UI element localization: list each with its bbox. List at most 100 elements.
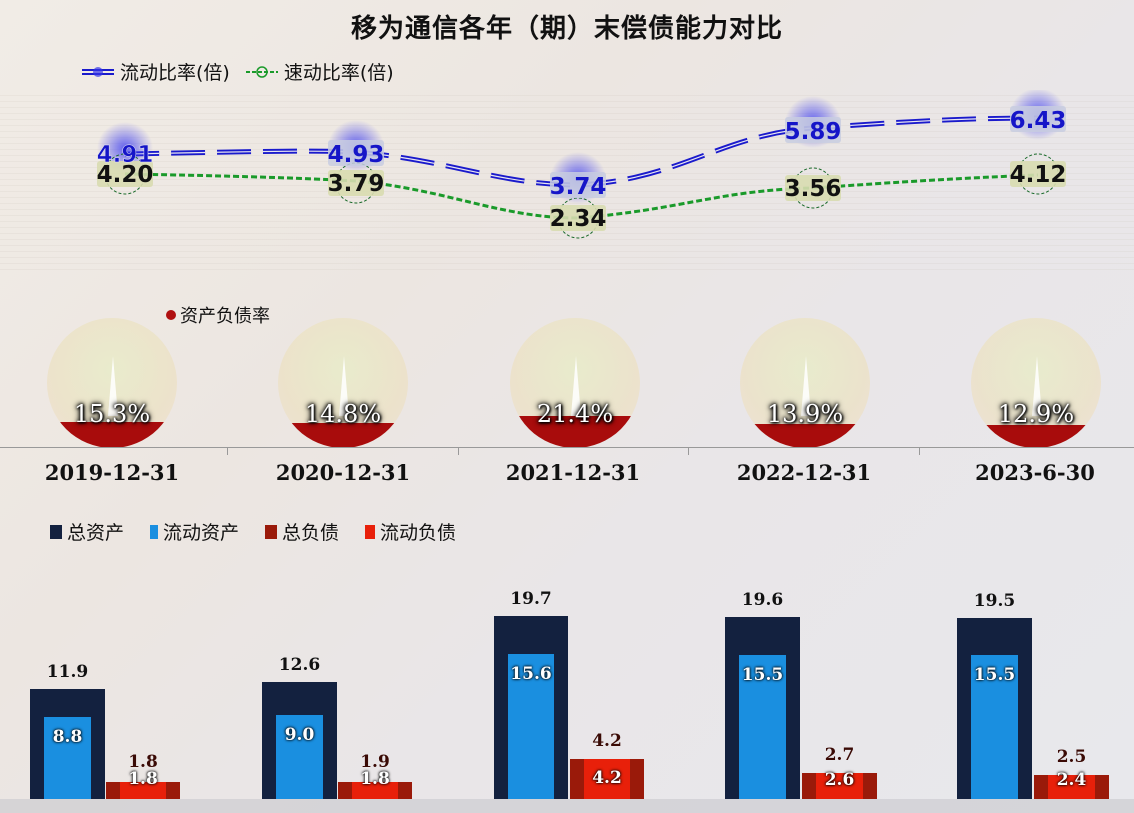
value-label: 19.6 (741, 590, 784, 610)
category-label: 2020-12-31 (275, 460, 411, 485)
legend-swatch-icon (265, 524, 278, 539)
legend-current-ratio[interactable]: 流动比率(倍) (80, 58, 230, 85)
pie-value: 12.9% (997, 400, 1075, 428)
legend-dot-icon (166, 310, 176, 320)
svg-text:6.43: 6.43 (1010, 108, 1067, 134)
value-label: 1.9 (360, 752, 390, 772)
axis-tick (458, 447, 459, 455)
legend-label: 速动比率(倍) (283, 62, 394, 84)
pie-value: 15.3% (73, 400, 151, 428)
pie-fill (971, 425, 1101, 448)
pie-2023h1: 12.9% (971, 318, 1101, 448)
bar-current-assets (44, 717, 91, 799)
value-label: 19.7 (510, 589, 552, 609)
pie-needle-icon (108, 356, 118, 416)
value-label: 2.4 (1056, 770, 1087, 790)
pie-fill (47, 422, 177, 448)
bar-current-assets (508, 654, 554, 799)
svg-text:3.74: 3.74 (550, 174, 607, 200)
value-label: 2.7 (824, 745, 855, 765)
category-label: 2022-12-31 (736, 460, 872, 485)
legend-swatch-icon (150, 524, 159, 539)
pie-needle-icon (571, 356, 581, 416)
pie-value: 13.9% (766, 400, 844, 428)
legend-label: 流动负债 (380, 522, 457, 544)
value-label: 1.8 (128, 752, 158, 772)
bar-current-assets (971, 655, 1018, 799)
legend-quick-ratio[interactable]: 速动比率(倍) (244, 58, 394, 85)
svg-text:3.79: 3.79 (328, 171, 385, 197)
pie-disc (510, 318, 640, 448)
value-label: 2.5 (1056, 747, 1087, 767)
axis-tick (919, 447, 920, 455)
legend-swatch-icon (50, 524, 62, 539)
legend-label: 资产负债率 (180, 306, 270, 327)
value-label: 4.2 (592, 731, 622, 751)
svg-text:4.12: 4.12 (1010, 162, 1067, 188)
pie-fill (278, 423, 408, 448)
pie-needle-icon (1032, 356, 1042, 416)
line-marker-green-icon (245, 65, 278, 78)
legend-current-liabilities[interactable]: 流动负债 (365, 518, 456, 545)
value-label: 9.0 (284, 725, 315, 745)
axis-tick (227, 447, 228, 455)
value-label: 12.6 (278, 655, 321, 675)
value-label: 2.6 (824, 770, 855, 790)
bar-current-liabilities (816, 773, 863, 799)
category-label: 2021-12-31 (505, 460, 641, 485)
legend-label: 总负债 (282, 522, 340, 544)
bar-current-liabilities (1048, 775, 1095, 799)
bar-current-liabilities (584, 759, 630, 799)
pie-value: 21.4% (536, 400, 614, 428)
pie-2022: 13.9% (740, 318, 870, 448)
svg-text:5.89: 5.89 (785, 119, 842, 145)
axis-tick (688, 447, 689, 455)
value-label: 19.5 (973, 591, 1016, 611)
legend-swatch-icon (365, 524, 376, 539)
pie-2021: 21.4% (510, 318, 640, 448)
legend-total-liabilities[interactable]: 总负债 (265, 518, 339, 545)
bar-current-liabilities (352, 782, 398, 799)
svg-text:4.20: 4.20 (97, 162, 154, 188)
bottom-band (0, 799, 1134, 813)
legend-label: 流动资产 (163, 522, 240, 544)
value-label: 1.8 (128, 769, 158, 789)
debt-ratio-legend[interactable]: 资产负债率 (166, 302, 270, 328)
category-label: 2023-6-30 (975, 460, 1095, 485)
value-label: 8.8 (52, 727, 83, 747)
category-label: 2019-12-31 (44, 460, 180, 485)
current-ratio-labels: 4.91 4.93 3.74 5.89 6.43 (96, 106, 1067, 200)
chart-title: 移为通信各年（期）末偿债能力对比 (350, 14, 783, 44)
legend-label: 流动比率(倍) (120, 62, 230, 84)
pie-fill (740, 424, 870, 448)
value-label: 4.2 (592, 768, 622, 788)
value-label: 15.5 (741, 665, 784, 685)
pie-2019: 15.3% (47, 318, 177, 448)
legend-total-assets[interactable]: 总资产 (50, 518, 124, 545)
bar-current-assets (276, 715, 323, 799)
pie-needle-icon (801, 356, 811, 416)
svg-text:4.91: 4.91 (97, 142, 154, 168)
value-label: 11.9 (46, 662, 89, 682)
value-label: 15.6 (510, 664, 552, 684)
pie-needle-icon (339, 356, 349, 416)
pie-fill (510, 416, 640, 448)
svg-text:2.34: 2.34 (550, 206, 607, 232)
pie-value: 14.8% (304, 400, 382, 428)
quick-ratio-labels: 4.20 3.79 2.34 3.56 4.12 (97, 161, 1067, 232)
category-axis (0, 447, 1134, 448)
pie-2020: 14.8% (278, 318, 408, 448)
svg-text:3.56: 3.56 (785, 176, 842, 202)
bar-legend: 总资产 流动资产 总负债 流动负债 (50, 518, 456, 545)
svg-text:4.93: 4.93 (328, 142, 385, 168)
line-marker-blue-icon (82, 66, 114, 77)
debt-ratio-pies: 15.3% 14.8% 21.4% 13.9% 12.9% (0, 318, 1134, 448)
value-label: 15.5 (973, 665, 1016, 685)
value-label: 1.8 (360, 769, 390, 789)
ratio-legend: 流动比率(倍) 速动比率(倍) (80, 58, 394, 85)
bar-current-assets (739, 655, 786, 799)
legend-current-assets[interactable]: 流动资产 (150, 518, 239, 545)
legend-label: 总资产 (67, 522, 125, 544)
ratio-line-chart: 4.20 3.79 2.34 3.56 4.12 4.91 4.93 3.74 … (96, 90, 1067, 239)
bar-current-liabilities (120, 782, 166, 799)
